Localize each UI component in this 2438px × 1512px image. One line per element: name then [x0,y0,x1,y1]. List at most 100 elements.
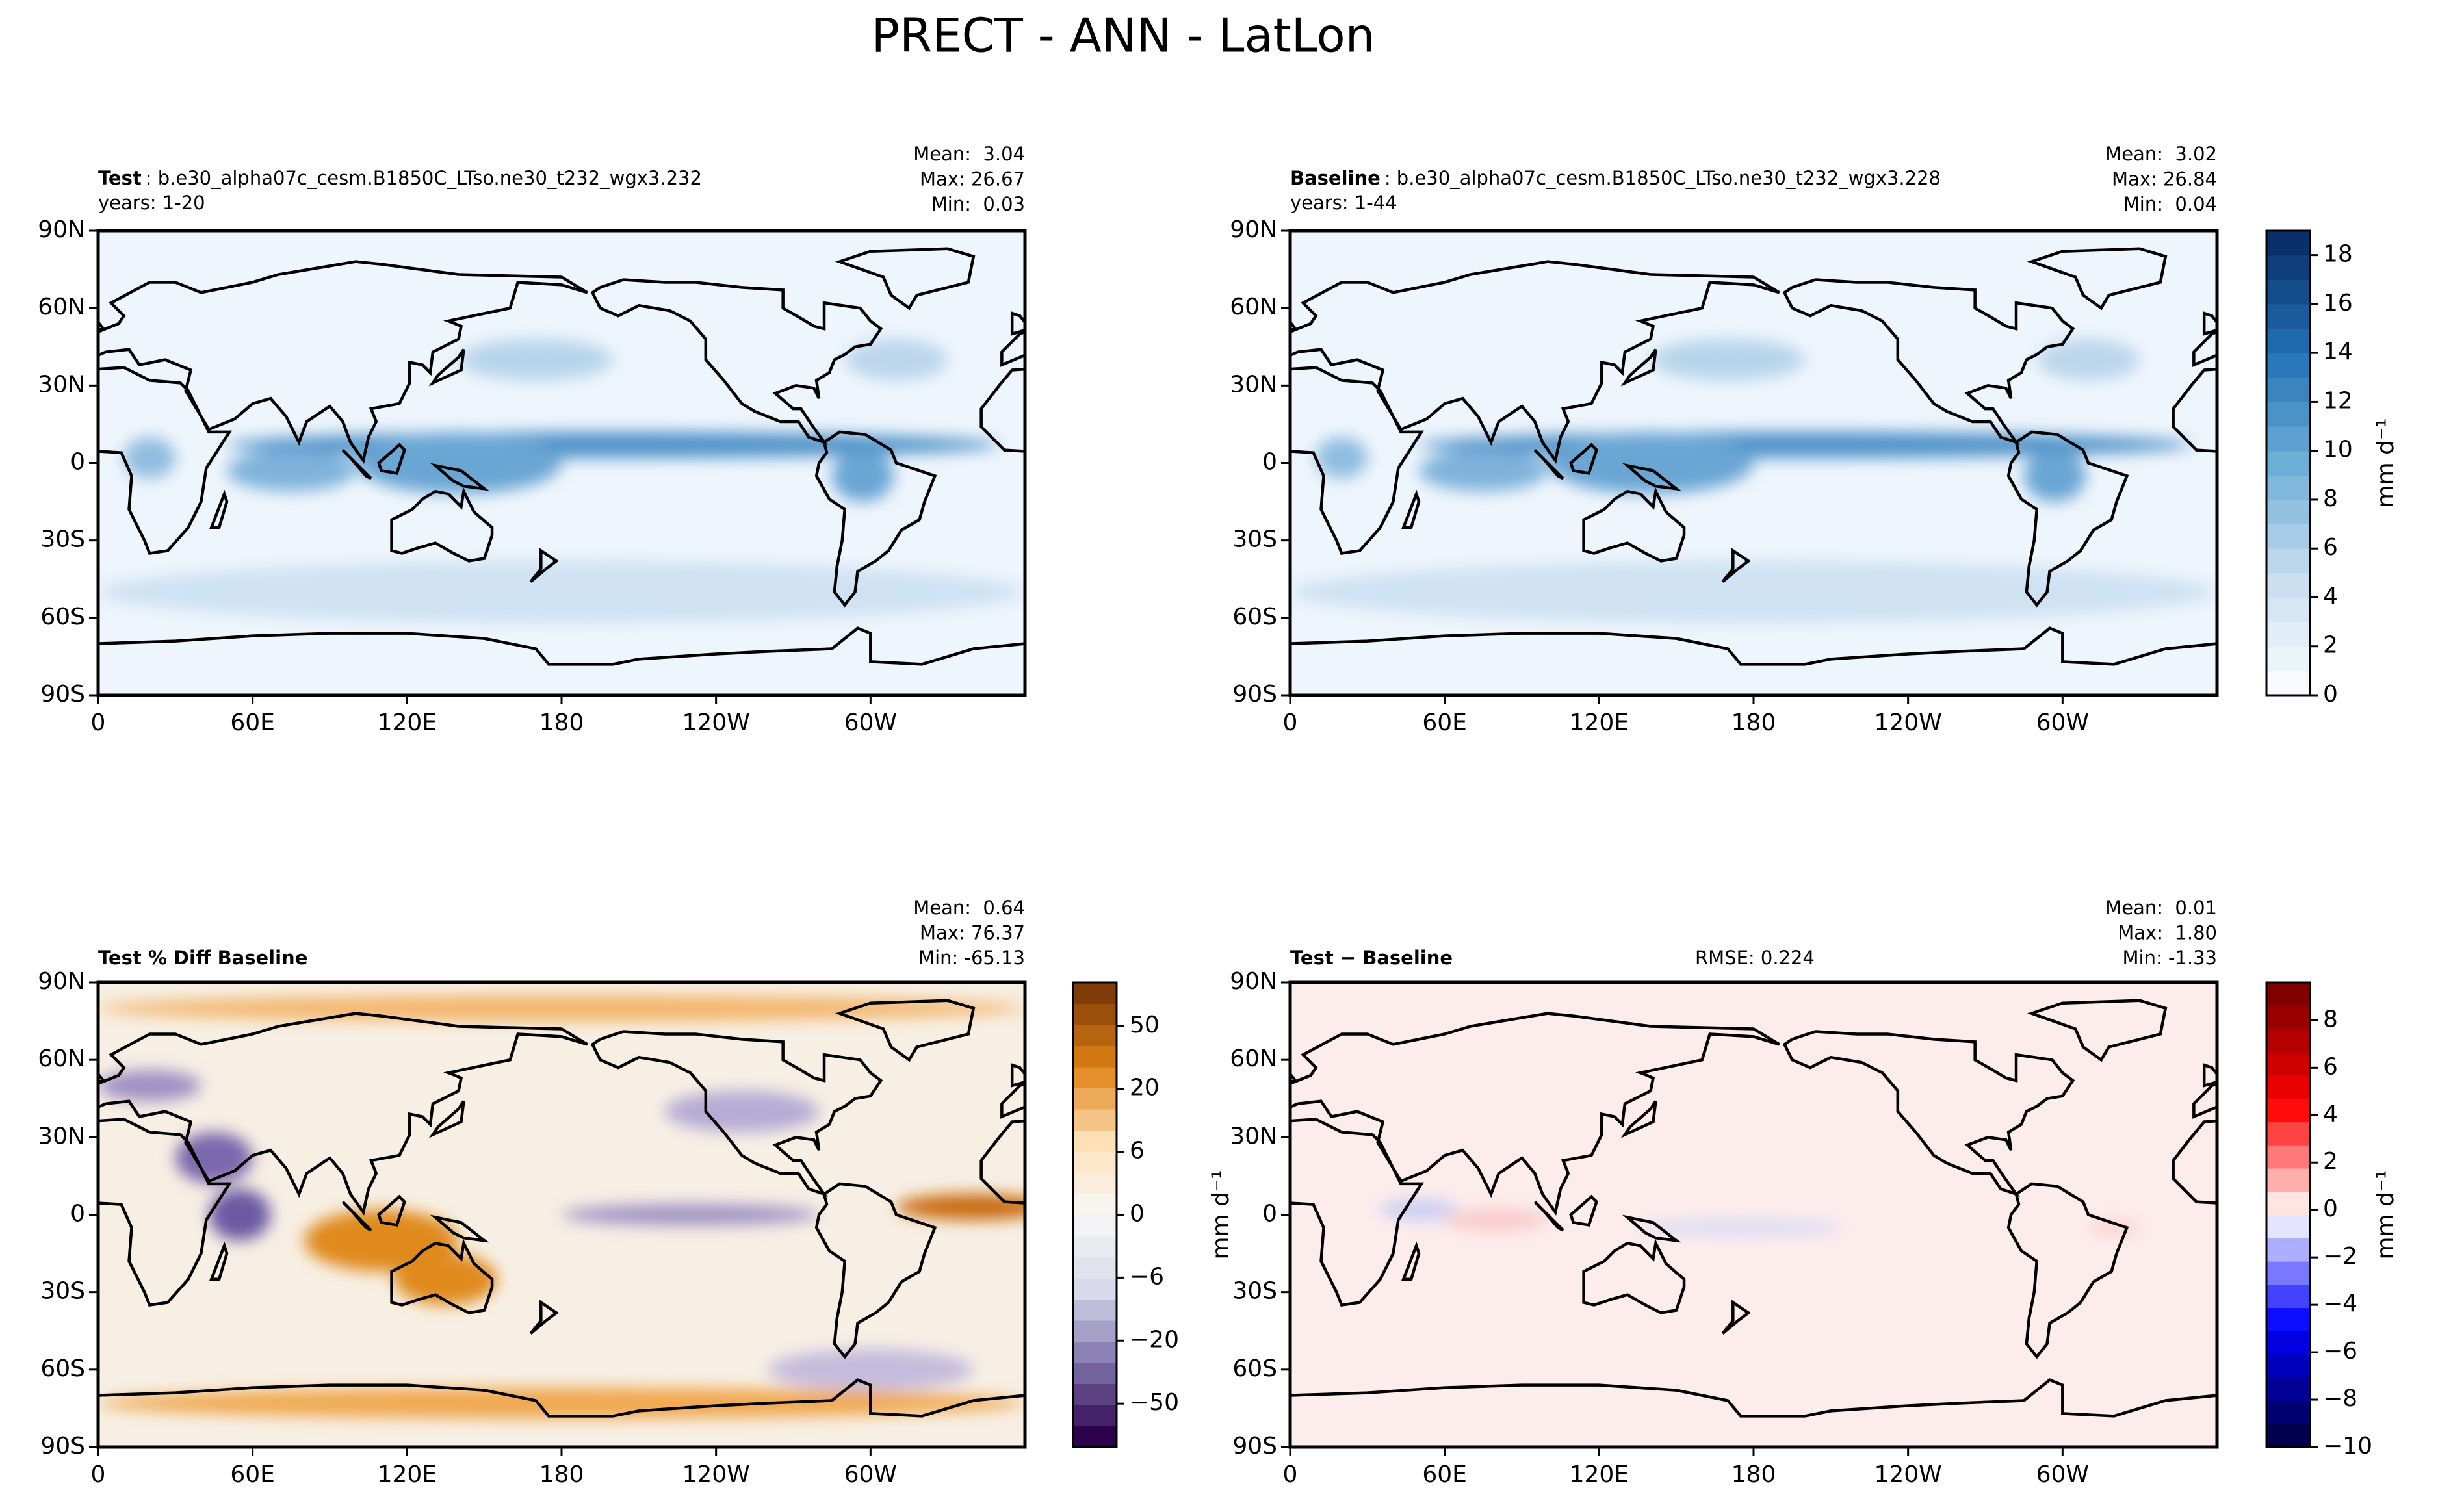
stat: Mean: 3.02 [2105,143,2217,165]
coastline [2032,249,2166,308]
coastline [1571,1197,1597,1225]
colorbar-band [2266,524,2310,549]
colorbar-band [2266,353,2310,378]
coastline [2194,262,2438,461]
colorbar-band [2266,231,2310,256]
colorbar-tick-label: 6 [2323,534,2338,561]
field-blob [896,1194,1025,1220]
y-tick-label: 60S [40,1355,85,1382]
colorbar-band [2266,1400,2310,1424]
coastline [1277,1065,1295,1086]
x-tick-label: 60W [2036,710,2089,736]
colorbar-band [1073,1025,1117,1047]
colorbar-band [2266,1005,2310,1030]
y-tick-label: 30S [1232,1278,1277,1305]
y-tick-label: 90N [1230,968,1277,995]
coastline [1082,432,1200,605]
colorbar-band [2266,426,2310,452]
field [98,995,1025,1419]
panel-title: : b.e30_alpha07c_cesm.B1850C_LTso.ne30_t… [1384,167,1941,189]
colorbar-band [1073,1067,1117,1089]
colorbar-band [2266,475,2310,500]
colorbar-band [2266,622,2310,647]
x-tick-label: 180 [1731,1461,1776,1488]
coastline [1105,249,1239,308]
coastline [1625,1101,1656,1135]
colorbar-band [2266,1168,2310,1192]
colorbar-band [1073,1172,1117,1194]
coastline [392,491,492,561]
coastline [1722,551,1748,582]
colorbar-band [2266,402,2310,427]
stat: Min: -1.33 [2123,947,2217,969]
stat: Max: 76.37 [920,922,1025,944]
coastline [1584,491,1684,561]
x-tick-label: 60W [844,1461,897,1488]
coastline [379,445,405,474]
field-blob [458,339,614,381]
colorbar-tick-label: −50 [1130,1389,1179,1416]
y-tick-label: 90N [38,968,85,995]
colorbar-tick-label: −10 [2323,1433,2372,1459]
coastline [211,494,227,528]
colorbar-band [2266,1191,2310,1216]
coastline [75,262,587,461]
coastline [1290,628,2217,708]
colorbar-tick-label: 20 [1130,1075,1160,1101]
x-tick-label: 60W [844,710,897,736]
coastline [1584,1243,1684,1313]
colorbar-band [2266,1284,2310,1309]
colorbar-band [2266,597,2310,622]
colorbar-tick-label: 6 [2323,1053,2338,1080]
field-blob [98,995,1025,1021]
x-tick-label: 60W [2036,1461,2089,1488]
field-blob [1444,1209,1548,1231]
colorbar-tick-label: 10 [2323,437,2353,463]
y-tick-label: 90S [40,1433,85,1459]
map [75,231,1025,708]
colorbar-band [2266,671,2310,696]
y-tick-label: 60S [1232,604,1277,630]
colorbar-band [2266,1238,2310,1262]
x-tick-label: 120W [682,1461,750,1488]
colorbar-tick-label: −6 [2323,1338,2357,1365]
colorbar-band [1073,1214,1117,1237]
x-tick-label: 120E [378,710,437,736]
colorbar-tick-label: 0 [2323,681,2338,708]
map [1082,231,2438,708]
coastline [1105,1001,1239,1060]
colorbar-band [2266,1121,2310,1146]
field-blob [356,431,562,494]
coastline [593,1031,881,1194]
panel-subtitle: years: 1-44 [1290,192,1397,214]
x-tick-label: 120E [1570,1461,1629,1488]
map-panel: 0 60E 120E 180 120W 60W 90N 60N 30N 0 30S 60S 90S Tes… [38,143,1027,736]
x-tick-label: 0 [91,710,106,736]
y-tick-label: 60N [1230,1045,1277,1072]
coastline [1277,313,1295,334]
colorbar-tick-label: 0 [1130,1201,1145,1227]
coastline [593,279,881,442]
colorbar-band [2266,1377,2310,1402]
field-blob [1316,437,1368,479]
colorbar-band [1073,1426,1117,1448]
x-tick-label: 120W [682,710,750,736]
colorbar-band [2266,1075,2310,1099]
colorbar-tick-label: 16 [2323,290,2353,316]
colorbar-band [2266,982,2310,1006]
x-tick-label: 60E [1422,1461,1467,1488]
colorbar-tick-label: −20 [1130,1326,1179,1353]
colorbar-label: mm d⁻¹ [2372,1170,2399,1260]
field-blob [2023,450,2086,502]
figure-title: PRECT - ANN - LatLon [872,8,1375,63]
colorbar-tick-label: 50 [1130,1012,1160,1038]
coastline [530,1303,556,1334]
colorbar-tick-label: −8 [2323,1385,2357,1412]
colorbar-band [2266,548,2310,574]
colorbar-band [1073,1194,1117,1216]
x-tick-label: 60E [230,1461,275,1488]
x-tick-label: 180 [539,710,584,736]
colorbar-band [2266,1331,2310,1355]
y-tick-label: 60N [1230,294,1277,320]
